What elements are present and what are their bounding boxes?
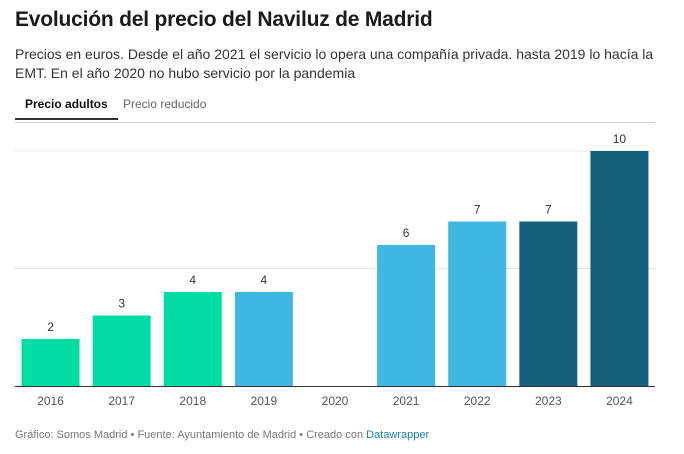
tab-precio-reducido[interactable]: Precio reducido (123, 97, 207, 111)
data-label-2016: 2 (47, 320, 54, 334)
bar-2019 (234, 292, 293, 386)
data-label-2023: 7 (545, 203, 552, 217)
footer-credits: Gráfico: Somos Madrid • Fuente: Ayuntami… (15, 429, 429, 441)
tab-precio-adultos[interactable]: Precio adultos (15, 94, 118, 120)
data-label-2018: 4 (189, 273, 196, 287)
bar-chart: 2 2016 3 2017 4 2018 4 2019 2020 6 2021 7 2022 7 2023 1… (15, 132, 655, 408)
x-tick-label-2024: 2024 (606, 394, 633, 408)
bar-2024 (590, 151, 649, 386)
chart-subtitle: Precios en euros. Desde el año 2021 el s… (15, 46, 654, 81)
bar-2021 (377, 245, 436, 386)
bar-2017 (92, 315, 151, 386)
datawrapper-link[interactable]: Datawrapper (366, 429, 430, 441)
data-label-2022: 7 (474, 203, 481, 217)
data-label-2021: 6 (403, 226, 410, 240)
footer-text: Gráfico: Somos Madrid • Fuente: Ayuntami… (15, 429, 367, 441)
x-tick-label-2021: 2021 (393, 394, 420, 408)
bar-2023 (519, 221, 578, 386)
bar-2018 (163, 292, 222, 386)
chart-title: Evolución del precio del Naviluz de Madr… (15, 8, 433, 31)
x-tick-label-2022: 2022 (464, 394, 491, 408)
x-tick-label-2016: 2016 (37, 394, 64, 408)
x-tick-label-2018: 2018 (179, 394, 206, 408)
bar-2016 (21, 339, 80, 386)
data-label-2024: 10 (613, 132, 627, 146)
bar-2022 (448, 221, 507, 386)
x-tick-label-2023: 2023 (535, 394, 562, 408)
x-tick-label-2019: 2019 (251, 394, 278, 408)
data-label-2019: 4 (261, 273, 268, 287)
x-tick-label-2017: 2017 (108, 394, 135, 408)
tab-bar: Precio adultos Precio reducido (15, 94, 655, 123)
x-tick-label-2020: 2020 (322, 394, 349, 408)
data-label-2017: 3 (118, 297, 125, 311)
